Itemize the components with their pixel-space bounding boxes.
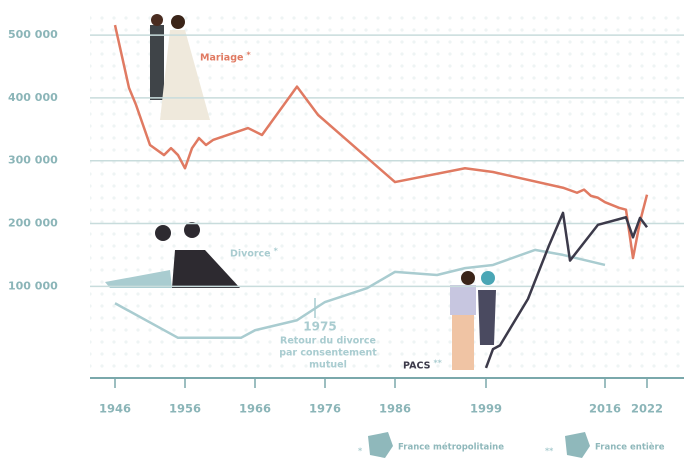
x-tick-label: 1999	[470, 402, 502, 416]
x-tick-label: 2016	[589, 402, 621, 416]
legend-label: France métropolitaine	[398, 442, 504, 453]
annotation-text: par consentement	[279, 348, 377, 359]
series-marker: **	[433, 359, 442, 368]
y-tick-label: 500 000	[8, 28, 58, 41]
x-tick-label: 1956	[169, 402, 201, 416]
series-marker: *	[274, 247, 279, 256]
france-icon	[368, 432, 393, 458]
series-label: PACS	[403, 361, 431, 372]
legend-marker: **	[545, 447, 554, 456]
y-tick-label: 300 000	[8, 154, 58, 167]
series-label: Divorce	[230, 249, 271, 260]
y-tick-label: 200 000	[8, 217, 58, 230]
x-tick-label: 1966	[239, 402, 271, 416]
y-tick-label: 400 000	[8, 91, 58, 104]
x-tick-label: 1976	[309, 402, 341, 416]
x-tick-label: 2022	[631, 402, 663, 416]
x-tick-label: 1986	[379, 402, 411, 416]
legend-label: France entière	[595, 442, 665, 453]
series-label: Mariage	[200, 53, 243, 64]
legend-marker: *	[358, 447, 363, 456]
series-marker: *	[246, 51, 251, 60]
series-line	[114, 248, 606, 340]
y-tick-label: 100 000	[8, 279, 58, 292]
annotation-year: 1975	[303, 320, 336, 334]
annotation-text: mutuel	[309, 360, 347, 371]
series-line	[113, 24, 649, 260]
annotation-text: Retour du divorce	[280, 336, 376, 347]
france-icon	[565, 432, 590, 458]
x-tick-label: 1946	[99, 402, 131, 416]
pacs-illustration	[450, 271, 496, 370]
series-line	[484, 211, 649, 369]
couple-illustration	[105, 222, 240, 288]
